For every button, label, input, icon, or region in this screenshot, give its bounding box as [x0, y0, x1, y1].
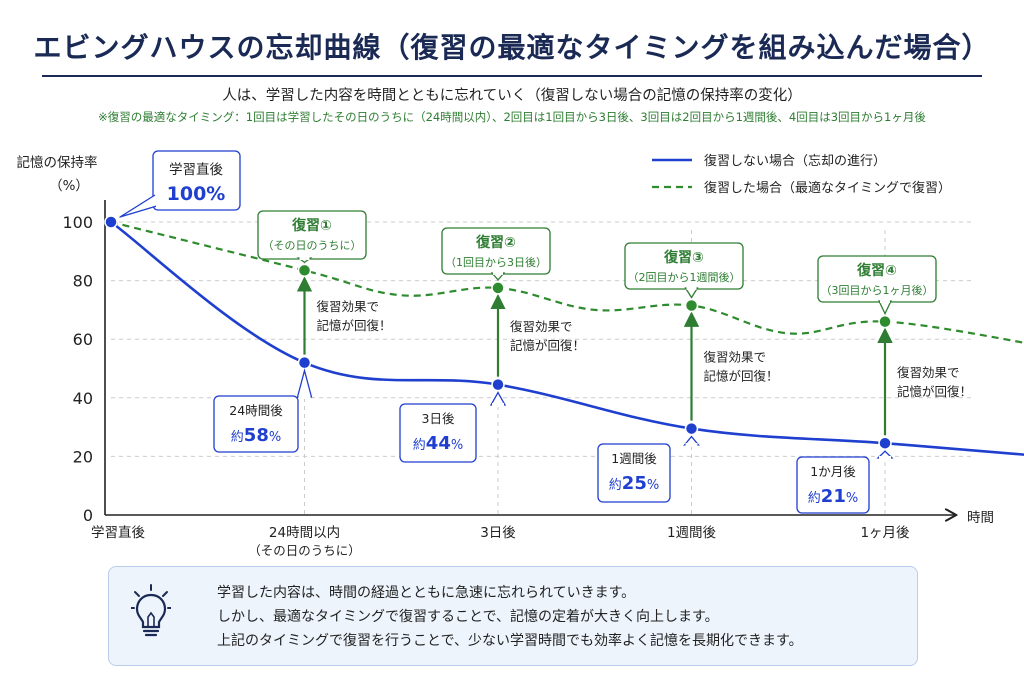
x-tick-label: 学習直後 [91, 525, 145, 541]
y-tick-label: 0 [83, 506, 93, 525]
effect-label: 復習効果で [704, 350, 767, 365]
review-callout-mask [686, 286, 697, 290]
review-point [491, 281, 505, 295]
y-tick-label: 40 [73, 389, 93, 408]
value-callout-value: 約44% [413, 433, 463, 454]
value-callout-box [399, 403, 477, 463]
review-callout-box [624, 242, 744, 290]
value-callout-label: 1か月後 [810, 464, 856, 479]
start-callout-mask [156, 192, 168, 208]
x-tick-label: 1週間後 [667, 525, 717, 541]
value-callout-label: 1週間後 [611, 451, 657, 466]
x-tick-sublabel: （その日のうちに） [248, 543, 361, 558]
y-tick-label: 80 [73, 272, 93, 291]
effect-label: 記憶が回復！ [704, 369, 779, 384]
series-line-reviewed [110, 220, 1024, 344]
no-review-point [684, 421, 699, 436]
review-callout-label: 復習③ [663, 249, 704, 266]
value-callout-value: 約21% [808, 486, 858, 507]
review-callout-label: 復習④ [856, 262, 897, 279]
start-callout-pointer [119, 194, 161, 218]
review-callout-mask [299, 256, 310, 260]
info-box: 学習した内容は、時間の経過とともに急速に忘れられていきます。 しかし、最適なタイ… [108, 566, 918, 666]
review-callout-label: 復習① [291, 217, 332, 234]
value-callout-mask [298, 395, 311, 399]
value-callout-mask [879, 456, 891, 460]
value-callout-box [213, 395, 299, 453]
review-callout-sublabel: （その日のうちに） [263, 239, 362, 252]
value-callout-mask [685, 443, 698, 447]
no-review-point [491, 377, 505, 392]
review-callout-label: 復習② [475, 234, 516, 251]
value-callout-mask [492, 403, 504, 407]
review-callout-box [257, 210, 367, 260]
x-tick-label: 3日後 [480, 525, 516, 541]
review-callout-sublabel: （3回目から1ヶ月後） [821, 283, 934, 297]
effect-label: 復習効果で [897, 365, 960, 380]
info-line: しかし、最適なタイミングで復習することで、記憶の定着が大きく向上します。 [217, 609, 719, 625]
effect-label: 記憶が回復！ [317, 318, 392, 333]
effect-label: 復習効果で [317, 299, 380, 314]
legend-label-reviewed: 復習した場合（最適なタイミングで復習） [704, 180, 951, 196]
title-divider [42, 75, 982, 77]
review-callout-sublabel: （2回目から1週間後） [628, 270, 741, 284]
x-axis-title: 時間 [967, 510, 994, 526]
x-tick-label: 1ヶ月後 [860, 525, 910, 541]
y-axis-title: 記憶の保持率 [17, 154, 98, 171]
review-timing-note: ※復習の最適なタイミング：1回目は学習したその日のうちに（24時間以内）、2回目… [98, 110, 926, 124]
info-line: 上記のタイミングで復習を行うことで、少ない学習時間でも効率よく記憶を長期化できま… [217, 633, 803, 649]
start-callout-box [152, 150, 241, 211]
page-title: エビングハウスの忘却曲線（復習の最適なタイミングを組み込んだ場合） [33, 31, 991, 64]
y-tick-label: 20 [73, 447, 93, 466]
start-callout-label: 学習直後 [169, 162, 223, 178]
review-point [297, 263, 312, 278]
no-review-point [297, 355, 312, 370]
review-callout-box [817, 255, 937, 303]
review-point [684, 298, 699, 313]
y-tick-label: 100 [62, 213, 93, 232]
no-review-point [878, 436, 892, 450]
start-callout-value: 100% [167, 183, 226, 205]
review-point [878, 314, 892, 329]
review-callout-mask [493, 271, 503, 275]
y-axis-unit: （%） [49, 178, 89, 194]
start-point [104, 215, 118, 229]
lightbulb-icon [131, 584, 171, 637]
value-callout-value: 約58% [231, 425, 281, 446]
value-callout-label: 24時間後 [229, 403, 283, 418]
legend-label-no-review: 復習しない場合（忘却の進行） [704, 153, 886, 169]
info-line: 学習した内容は、時間の経過とともに急速に忘れられていきます。 [217, 585, 636, 601]
value-callout-value: 約25% [609, 473, 659, 494]
x-tick-label: 24時間以内 [269, 525, 340, 541]
value-callout-box [597, 443, 671, 503]
value-callout-box [796, 456, 870, 514]
effect-label: 記憶が回復！ [510, 338, 585, 353]
y-tick-label: 60 [73, 330, 93, 349]
effect-label: 復習効果で [510, 319, 573, 334]
effect-label: 記憶が回復！ [897, 384, 972, 399]
value-callout-label: 3日後 [422, 411, 455, 426]
value-callout-pointer [296, 368, 313, 398]
review-callout-mask [880, 299, 890, 303]
page-subtitle: 人は、学習した内容を時間とともに忘れていく（復習しない場合の記憶の保持率の変化） [222, 88, 802, 104]
review-callout-sublabel: （1回目から3日後） [445, 255, 547, 269]
